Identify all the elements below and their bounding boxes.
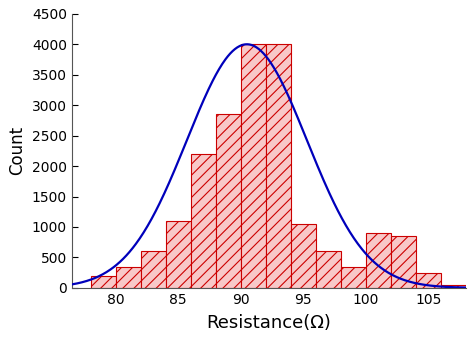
Bar (165, 221, 191, 288)
Bar (141, 251, 165, 288)
Bar (241, 44, 265, 288)
Bar (216, 114, 241, 288)
Bar (441, 285, 465, 288)
Bar (265, 44, 291, 288)
Bar (365, 233, 391, 288)
Bar (341, 267, 365, 288)
Bar (391, 236, 416, 288)
Bar (416, 273, 441, 288)
Bar (191, 154, 216, 288)
Bar (116, 267, 141, 288)
Bar (291, 224, 316, 288)
Y-axis label: Count: Count (9, 126, 27, 175)
X-axis label: Resistance(Ω): Resistance(Ω) (206, 314, 331, 332)
Bar (316, 251, 341, 288)
Bar (91, 276, 116, 288)
